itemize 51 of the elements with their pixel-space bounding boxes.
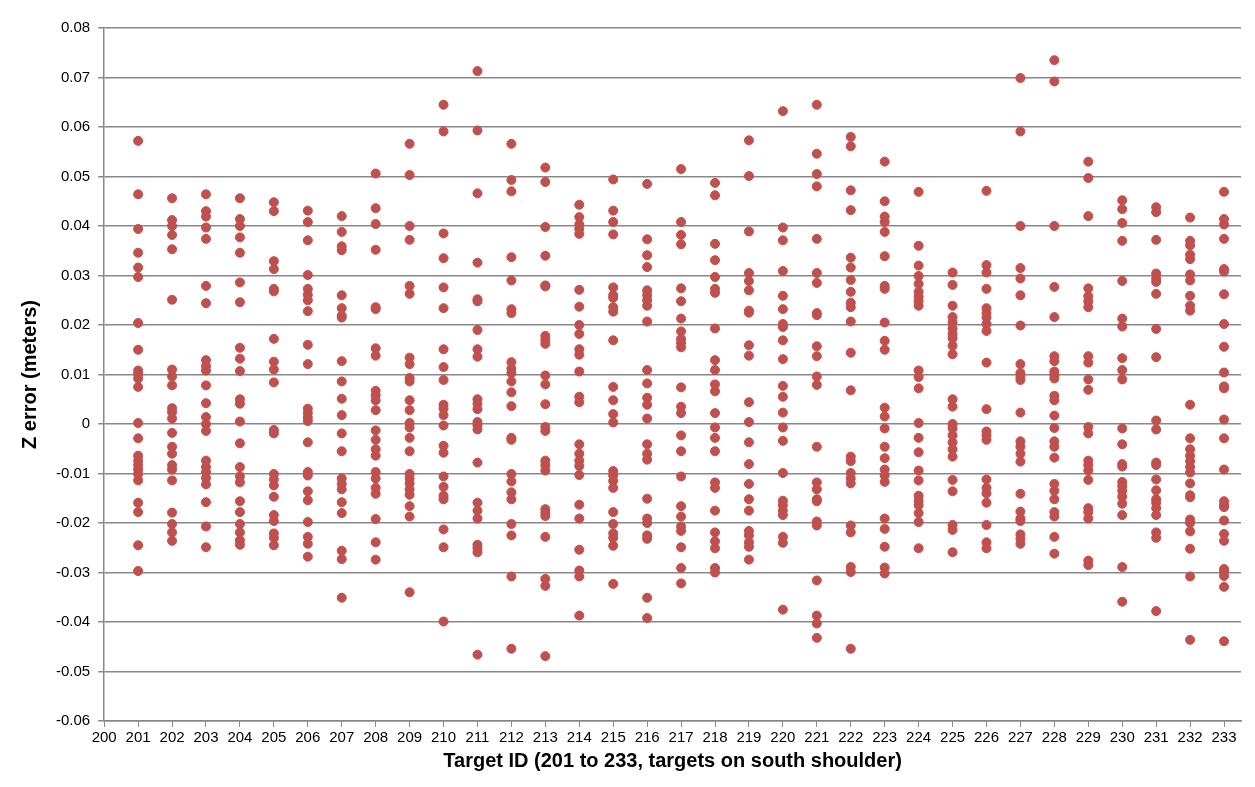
y-tick-label: -0.06 [55, 711, 91, 729]
x-tick-label: 232 [1177, 728, 1203, 746]
x-tick-label: 214 [566, 728, 592, 746]
x-tick-label: 221 [804, 728, 830, 746]
x-tick-label: 208 [363, 728, 389, 746]
y-tick-label: 0.07 [60, 67, 91, 85]
x-tick-label: 227 [1007, 728, 1033, 746]
x-tick-label: 216 [634, 728, 660, 746]
x-tick-label: 209 [397, 728, 423, 746]
x-tick-label: 203 [193, 728, 219, 746]
y-tick-label: 0.06 [60, 117, 91, 135]
y-tick-label: -0.04 [55, 612, 91, 630]
x-tick-label: 233 [1211, 728, 1237, 746]
x-tick-label: 226 [973, 728, 1000, 746]
y-tick-label: -0.02 [55, 513, 91, 531]
x-tick-label: 225 [940, 728, 966, 746]
x-tick-label: 224 [906, 728, 932, 746]
x-tick-label: 213 [532, 728, 558, 746]
x-tick-label: 211 [465, 728, 490, 746]
x-tick-label: 217 [668, 728, 694, 746]
x-tick-label: 200 [91, 728, 117, 746]
y-tick-label: 0.05 [60, 166, 91, 184]
x-tick-label: 222 [838, 728, 864, 746]
y-tick-label: -0.05 [55, 661, 91, 679]
x-tick-label: 204 [227, 728, 253, 746]
y-tick-label: 0.08 [60, 18, 91, 36]
y-tick-label: 0 [81, 414, 91, 432]
x-tick-label: 202 [159, 728, 185, 746]
x-tick-label: 206 [295, 728, 321, 746]
x-tick-label: 228 [1041, 728, 1067, 746]
y-tick-label: 0.01 [60, 364, 91, 382]
x-tick-label: 219 [736, 728, 762, 746]
x-tick-label: 223 [872, 728, 898, 746]
x-tick-label: 215 [600, 728, 626, 746]
x-tick-label: 201 [125, 728, 151, 746]
y-tick-label: 0.02 [60, 315, 91, 333]
x-tick-label: 230 [1109, 728, 1135, 746]
y-tick-label: 0.03 [60, 265, 91, 283]
x-tick-label: 210 [431, 728, 457, 746]
x-tick-label: 207 [329, 728, 355, 746]
x-tick-label: 229 [1075, 728, 1101, 746]
x-tick-label: 218 [702, 728, 728, 746]
x-tick-label: 231 [1143, 728, 1169, 746]
x-axis-title: Target ID (201 to 233, targets on south shoulder) [443, 748, 902, 771]
x-tick-label: 205 [261, 728, 287, 746]
x-tick-label: 220 [770, 728, 796, 746]
x-tick-label: 212 [498, 728, 524, 746]
y-tick-label: -0.01 [55, 463, 91, 481]
y-tick-label: 0.04 [60, 216, 91, 234]
y-axis-title: Z error (meters) [17, 300, 40, 449]
y-tick-label: -0.03 [55, 562, 91, 580]
